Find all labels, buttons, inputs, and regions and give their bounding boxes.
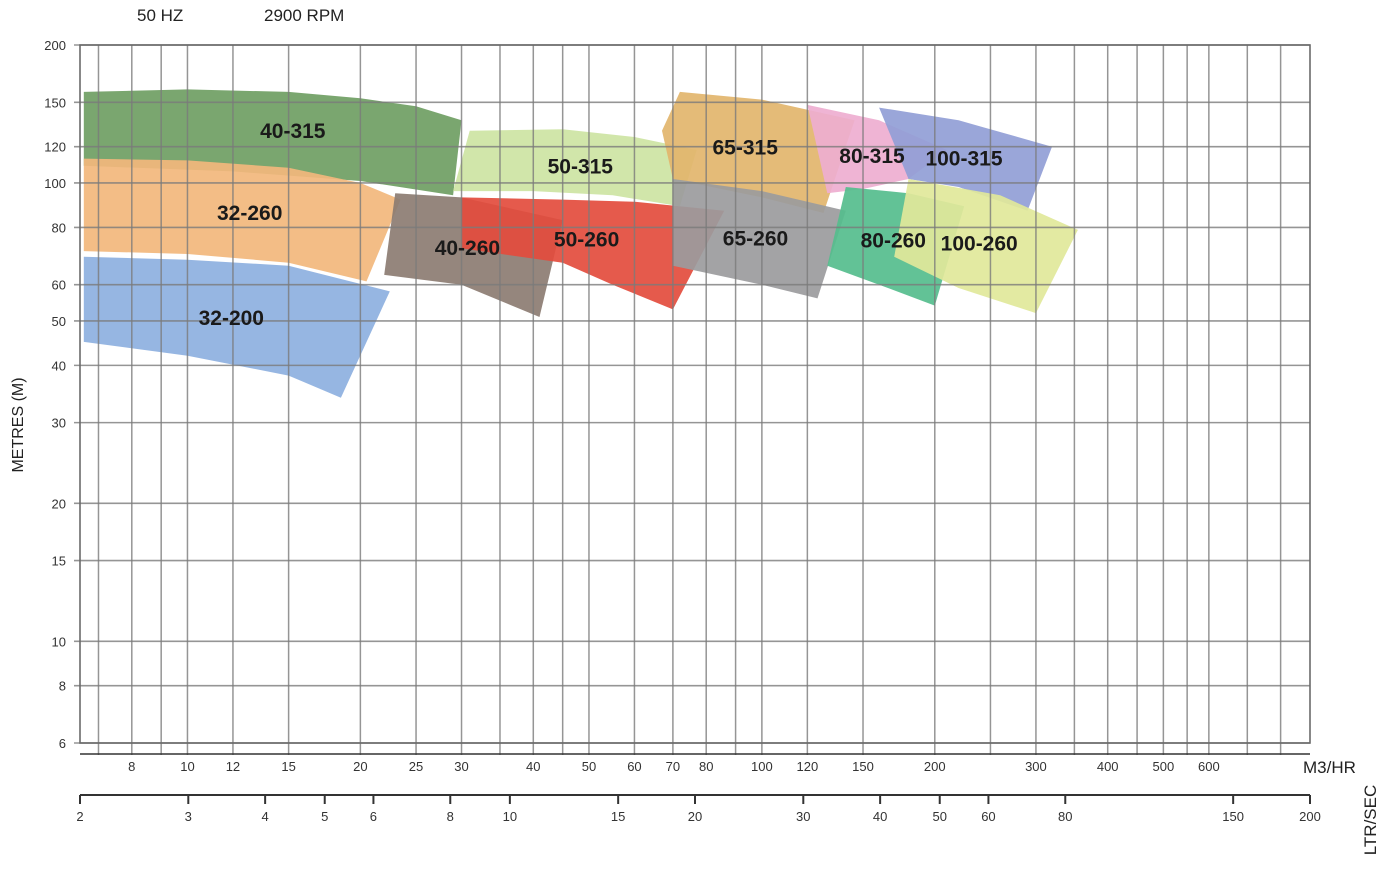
x2-tick-30: 30 <box>796 809 810 824</box>
labels-layer: 40-315 32-260 40-260 32-200 50-315 50-260 65-3… <box>199 120 1018 330</box>
x2-tick-2: 2 <box>76 809 83 824</box>
x-tick-120: 120 <box>797 759 819 774</box>
y-tick-30: 30 <box>52 416 66 431</box>
x-tick-30: 30 <box>454 759 468 774</box>
x-tick-150: 150 <box>852 759 874 774</box>
x-tick-300: 300 <box>1025 759 1047 774</box>
y-tick-150: 150 <box>44 95 66 110</box>
region-100-315 <box>879 107 1052 211</box>
y-axis-label: METRES (M) <box>10 377 27 472</box>
x-tick-100: 100 <box>751 759 773 774</box>
y-tick-50: 50 <box>52 314 66 329</box>
x2-tick-80: 80 <box>1058 809 1072 824</box>
x2-tick-50: 50 <box>932 809 946 824</box>
x2-tick-3: 3 <box>185 809 192 824</box>
region-32-200 <box>83 256 390 398</box>
y-tick-15: 15 <box>52 554 66 569</box>
x-tick-70: 70 <box>666 759 680 774</box>
frequency-label: 50 HZ <box>137 6 184 25</box>
y-tick-200: 200 <box>44 38 66 53</box>
axes-layer: 6 8 10 15 20 30 40 50 60 80 100 120 150 200 8 10 12 15 20 2… <box>44 38 1321 824</box>
y-tick-8: 8 <box>59 679 66 694</box>
plot-frame <box>79 44 1311 744</box>
x2-tick-40: 40 <box>873 809 887 824</box>
x-tick-60: 60 <box>627 759 641 774</box>
region-label-50-315: 50-315 <box>548 155 614 178</box>
x-tick-12: 12 <box>226 759 240 774</box>
x-tick-50: 50 <box>582 759 596 774</box>
x2-tick-6: 6 <box>370 809 377 824</box>
region-label-32-260: 32-260 <box>217 202 282 225</box>
y-tick-100: 100 <box>44 176 66 191</box>
x2-tick-5: 5 <box>321 809 328 824</box>
region-label-32-200: 32-200 <box>199 307 264 330</box>
region-65-260 <box>672 179 846 299</box>
x2-tick-10: 10 <box>503 809 517 824</box>
y-tick-120: 120 <box>44 140 66 155</box>
x-tick-25: 25 <box>409 759 423 774</box>
x-tick-40: 40 <box>526 759 540 774</box>
y-tick-40: 40 <box>52 358 66 373</box>
x-tick-10: 10 <box>180 759 194 774</box>
x-tick-500: 500 <box>1153 759 1175 774</box>
region-label-100-260: 100-260 <box>941 233 1018 256</box>
x-tick-15: 15 <box>281 759 295 774</box>
x-tick-600: 600 <box>1198 759 1220 774</box>
x2-tick-150: 150 <box>1222 809 1244 824</box>
x-tick-20: 20 <box>353 759 367 774</box>
y-tick-10: 10 <box>52 634 66 649</box>
region-label-65-260: 65-260 <box>723 227 788 250</box>
region-label-40-260: 40-260 <box>435 237 500 260</box>
x-axis-label: M3/HR <box>1303 758 1356 777</box>
region-32-260 <box>83 158 401 282</box>
region-label-80-315: 80-315 <box>839 145 905 168</box>
x2-axis-label: LTR/SEC <box>1361 785 1380 856</box>
x2-tick-15: 15 <box>611 809 625 824</box>
region-50-260 <box>461 197 725 310</box>
grid-layer <box>74 44 1311 755</box>
region-label-100-315: 100-315 <box>925 148 1002 171</box>
x-tick-200: 200 <box>924 759 946 774</box>
region-50-315 <box>453 129 697 207</box>
region-label-50-260: 50-260 <box>554 228 619 251</box>
region-100-260 <box>894 179 1078 314</box>
region-label-80-260: 80-260 <box>861 229 926 252</box>
speed-label: 2900 RPM <box>264 6 345 25</box>
x2-tick-4: 4 <box>262 809 269 824</box>
x2-tick-60: 60 <box>981 809 995 824</box>
region-label-65-315: 65-315 <box>713 136 779 159</box>
x-tick-400: 400 <box>1097 759 1119 774</box>
y-tick-80: 80 <box>52 220 66 235</box>
x-tick-8: 8 <box>128 759 135 774</box>
x-tick-80: 80 <box>699 759 713 774</box>
x2-tick-20: 20 <box>688 809 702 824</box>
region-label-40-315: 40-315 <box>260 120 326 143</box>
y-tick-6: 6 <box>59 736 66 751</box>
y-tick-60: 60 <box>52 278 66 293</box>
x2-tick-200: 200 <box>1299 809 1321 824</box>
x2-tick-8: 8 <box>447 809 454 824</box>
y-tick-20: 20 <box>52 496 66 511</box>
